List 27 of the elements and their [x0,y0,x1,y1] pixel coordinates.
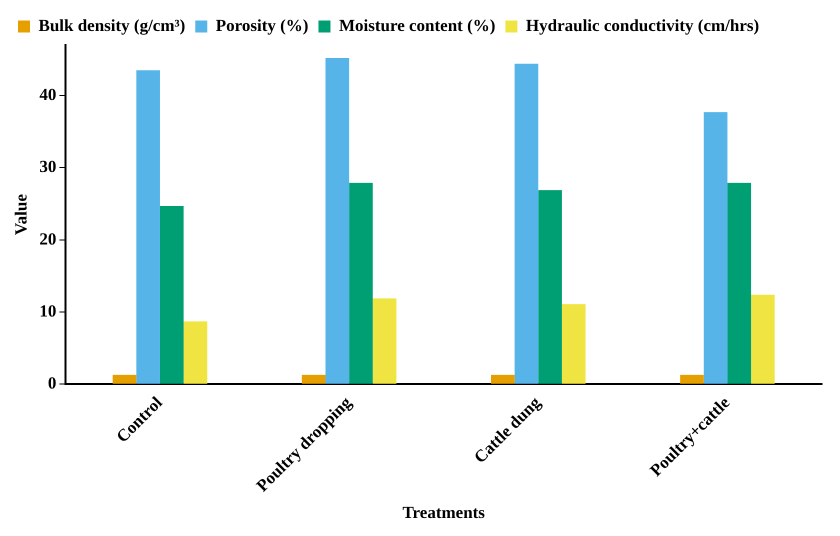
bar [325,58,350,384]
bar [372,298,396,384]
bar [302,374,326,384]
bar [160,206,184,384]
y-tick-label: 0 [48,374,56,393]
bar [136,70,160,384]
legend-label: Bulk density (g/cm³) [38,16,186,35]
bar [562,304,586,384]
bar [112,374,136,384]
bar [349,182,373,384]
bar [184,321,208,384]
y-tick-label: 40 [39,84,56,104]
bar [680,374,704,384]
bar [538,190,562,384]
x-axis-title: Treatments [402,503,486,522]
legend-label: Porosity (%) [216,16,308,35]
bar [490,374,515,384]
y-tick-label: 30 [39,157,56,176]
legend-label: Moisture content (%) [338,16,496,35]
bar [751,294,775,384]
legend-label: Hydraulic conductivity (cm/hrs) [526,16,760,35]
bar [514,64,538,384]
y-tick-label: 10 [39,301,56,320]
bar [704,112,728,384]
y-axis-title: Value [12,194,31,236]
y-tick-label: 20 [39,229,56,248]
bar [727,182,752,384]
